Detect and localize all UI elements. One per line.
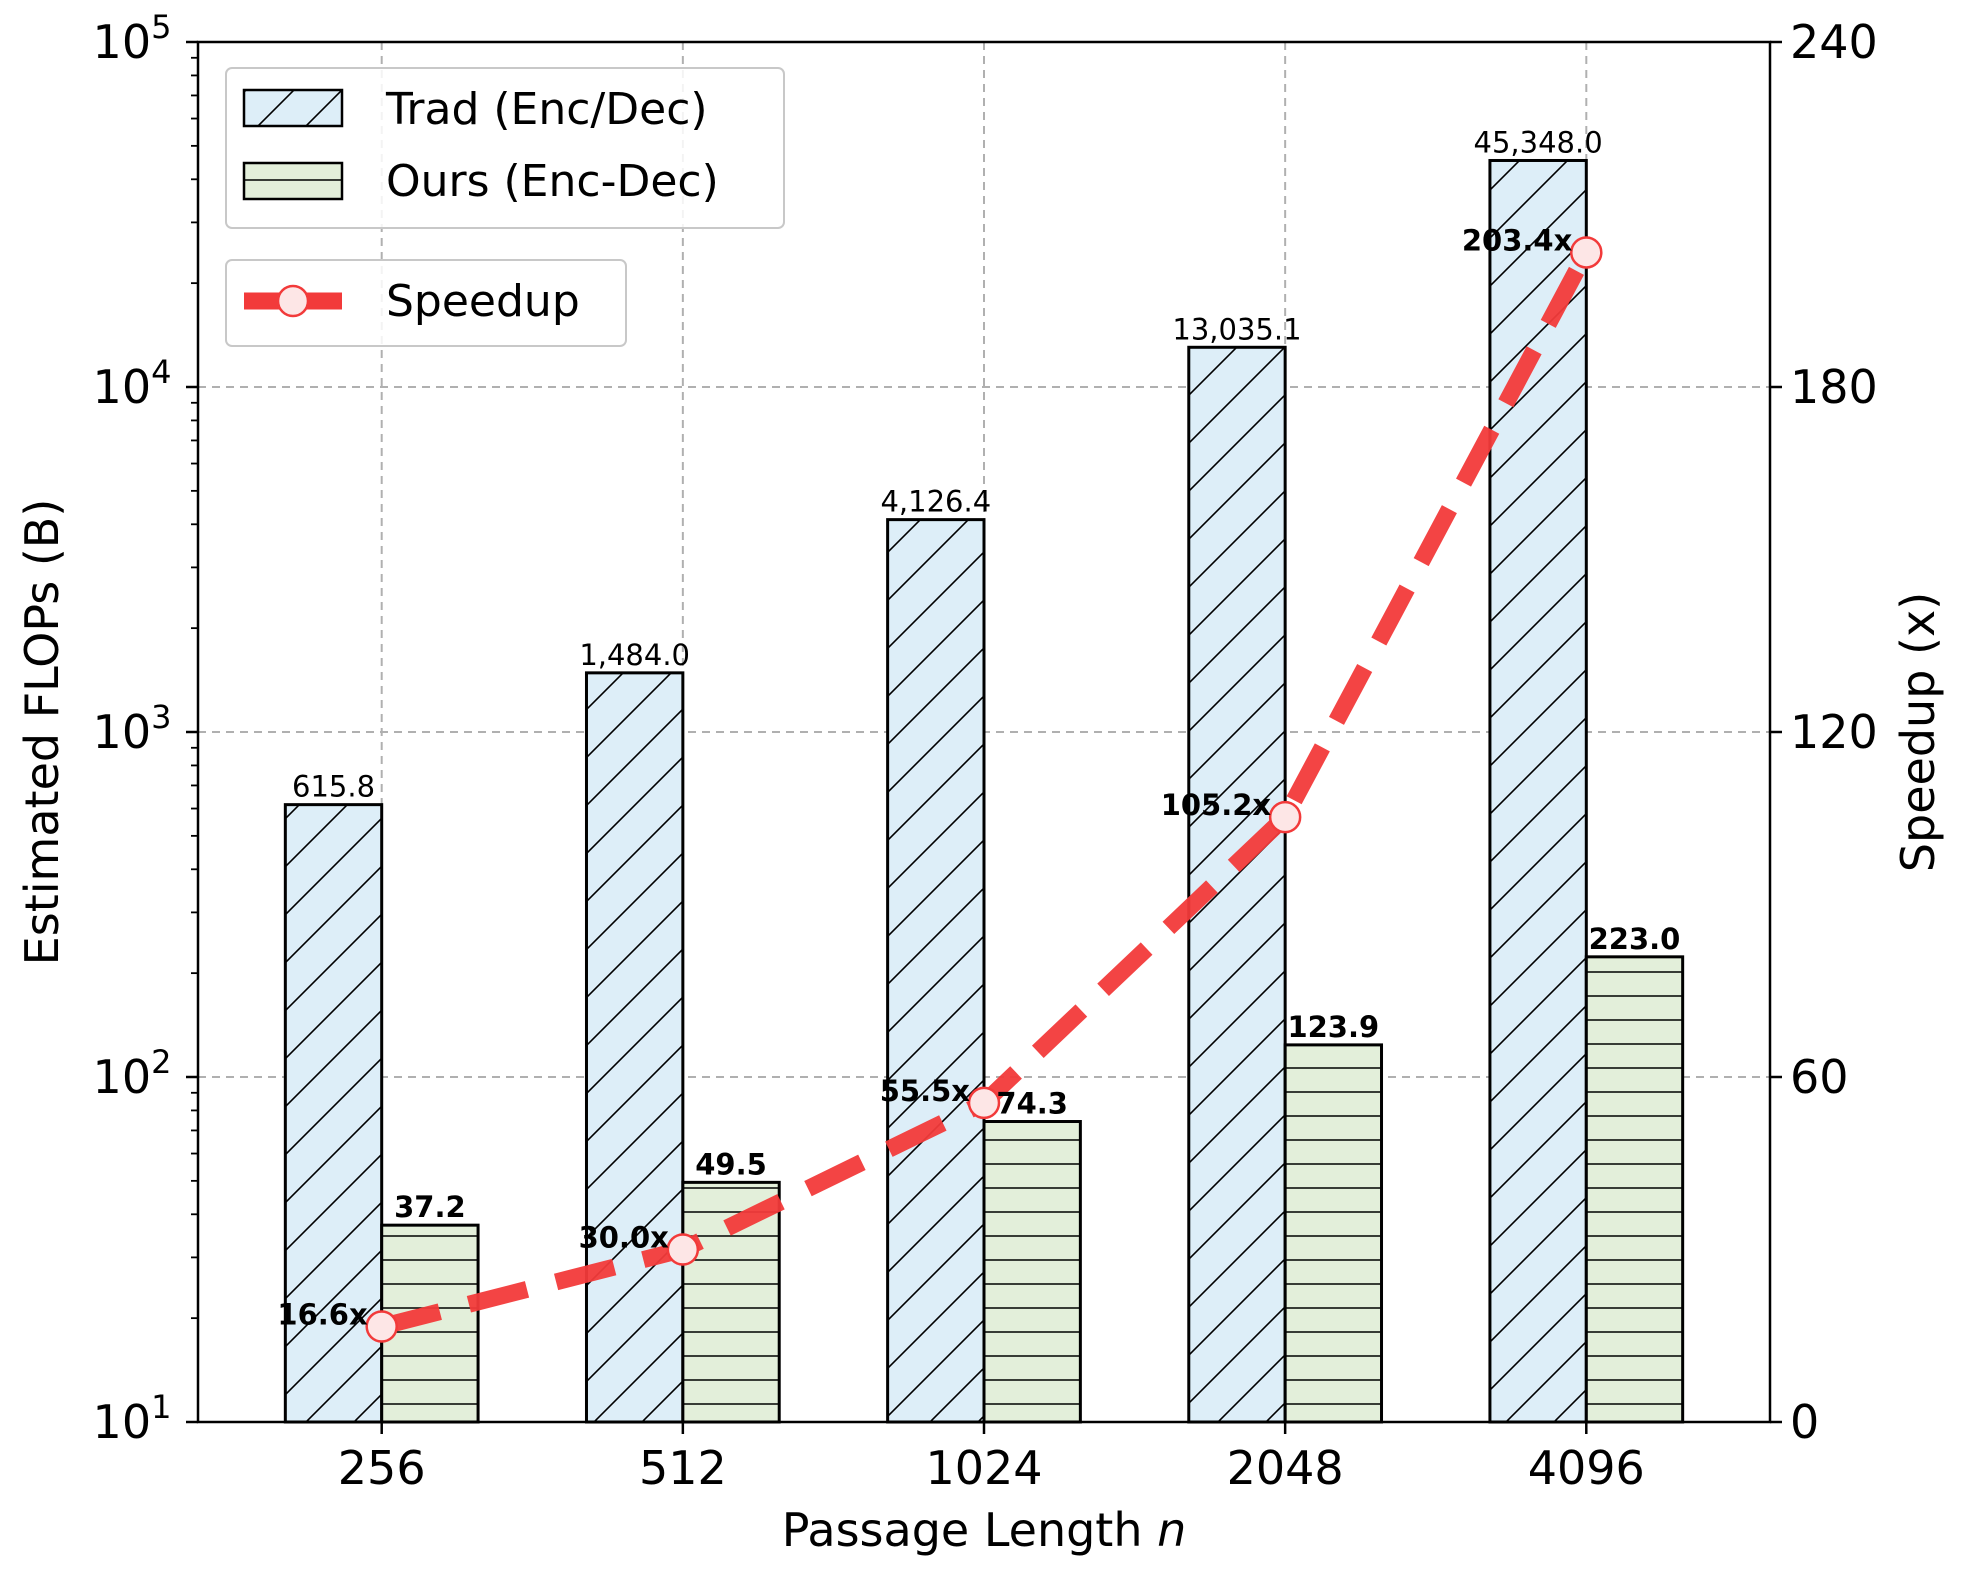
- x-tick-label: 512: [639, 1441, 727, 1495]
- y-tick-base: 10: [93, 705, 152, 759]
- speedup-label: 203.4x: [1462, 223, 1573, 257]
- y-tick-label: 101: [93, 1388, 172, 1449]
- speedup-marker: [666, 1233, 700, 1266]
- ours-bar-label: 74.3: [996, 1087, 1068, 1121]
- speedup-marker: [1570, 236, 1603, 269]
- trad-bar-label: 4,126.4: [880, 485, 991, 519]
- ours-bar-label: 223.0: [1589, 922, 1681, 956]
- y-tick-label: 103: [93, 698, 172, 759]
- bars-layer: [283, 158, 1685, 1424]
- y2-tick-label: 240: [1790, 15, 1878, 69]
- speedup-label: 55.5x: [880, 1074, 971, 1108]
- speedup-label: 16.6x: [277, 1298, 368, 1332]
- y-tick-label: 104: [93, 353, 172, 414]
- y2-tick-label: 0: [1790, 1395, 1819, 1449]
- speedup-label: 30.0x: [579, 1221, 670, 1255]
- x-axis-title: Passage Length n: [782, 1503, 1187, 1557]
- legend-swatch-ours: [242, 161, 344, 201]
- legend-box-bars: [225, 67, 785, 229]
- y-tick-label: 102: [93, 1043, 172, 1104]
- x-tick-label: 4096: [1528, 1441, 1645, 1495]
- legend: Trad (Enc/Dec) Ours (Enc-Dec) Speedup: [225, 67, 785, 347]
- y-tick-exponent: 4: [151, 353, 171, 391]
- ours-bar: [1584, 955, 1685, 1424]
- ours-bar: [982, 1120, 1082, 1424]
- trad-bar-label: 615.8: [292, 770, 375, 804]
- legend-label-speedup: Speedup: [386, 276, 580, 327]
- y-axis-title: Estimated FLOPs (B): [15, 499, 69, 966]
- y2-tick-label: 120: [1790, 705, 1878, 759]
- x-axis-title-text: Passage Length: [782, 1503, 1143, 1557]
- legend-box-line: [225, 259, 627, 347]
- trad-bar: [584, 671, 685, 1424]
- legend-label-ours: Ours (Enc-Dec): [386, 156, 719, 207]
- y-tick-base: 10: [93, 360, 152, 414]
- y-tick-exponent: 2: [151, 1043, 171, 1081]
- y-tick-exponent: 5: [151, 8, 171, 46]
- y-tick-exponent: 1: [151, 1388, 171, 1426]
- legend-label-trad: Trad (Enc/Dec): [385, 84, 708, 135]
- speedup-label: 105.2x: [1161, 788, 1272, 822]
- speedup-marker: [365, 1310, 398, 1343]
- trad-bar-label: 13,035.1: [1172, 312, 1301, 346]
- trad-bar: [1488, 158, 1588, 1424]
- legend-swatch-trad: [242, 88, 344, 128]
- y-tick-label: 105: [93, 8, 172, 69]
- y-tick-base: 10: [93, 15, 152, 69]
- x-tick-label: 256: [338, 1441, 426, 1495]
- trad-bar-label: 1,484.0: [579, 638, 690, 672]
- speedup-marker: [1268, 800, 1302, 834]
- y-tick-exponent: 3: [151, 698, 171, 736]
- trad-bar: [886, 518, 986, 1424]
- x-tick-label: 1024: [925, 1441, 1042, 1495]
- ours-bar-label: 37.2: [394, 1190, 466, 1224]
- trad-bar-label: 45,348.0: [1474, 125, 1603, 159]
- x-axis-title-variable: n: [1157, 1503, 1186, 1557]
- ours-bar-label: 49.5: [695, 1147, 767, 1181]
- ours-bar: [1283, 1043, 1384, 1424]
- axes-layer: 256 512 1024 2048 40961011021031041050601201…: [93, 8, 1878, 1495]
- x-tick-label: 2048: [1227, 1441, 1344, 1495]
- speedup-marker: [967, 1086, 1001, 1120]
- data-labels-layer: 615.8 37.2 1,484.0 49.5 4,126.4 74.3 13,035.1 1…: [277, 125, 1680, 1331]
- y2-axis-title: Speedup (x): [1891, 592, 1945, 872]
- ours-bar-label: 123.9: [1287, 1010, 1379, 1044]
- y-tick-base: 10: [93, 1050, 152, 1104]
- legend-swatch-speedup-marker: [276, 284, 310, 318]
- y2-tick-label: 180: [1790, 360, 1878, 414]
- y-tick-base: 10: [93, 1395, 152, 1449]
- y2-tick-label: 60: [1790, 1050, 1849, 1104]
- speedup-line-layer: [365, 236, 1603, 1343]
